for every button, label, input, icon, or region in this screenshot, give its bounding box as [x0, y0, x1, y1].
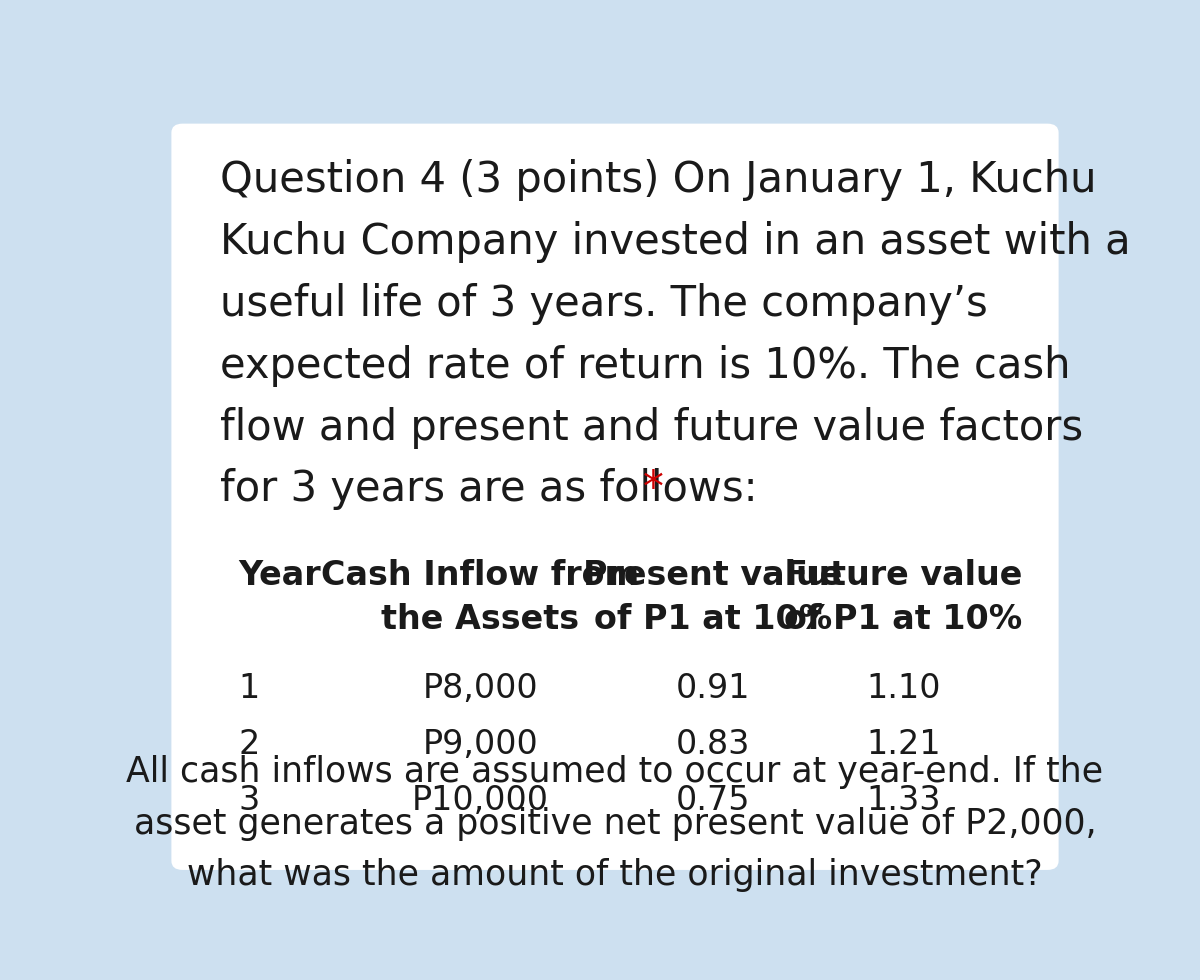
Text: 3: 3 — [239, 784, 259, 817]
Text: 1: 1 — [239, 672, 259, 706]
Text: 0.83: 0.83 — [676, 728, 750, 761]
Text: P9,000: P9,000 — [422, 728, 538, 761]
Text: Year: Year — [239, 559, 320, 592]
Text: of P1 at 10%: of P1 at 10% — [785, 603, 1022, 636]
Text: flow and present and future value factors: flow and present and future value factor… — [220, 407, 1082, 449]
Text: Kuchu Company invested in an asset with a: Kuchu Company invested in an asset with … — [220, 220, 1130, 263]
Text: P10,000: P10,000 — [412, 784, 548, 817]
Text: Cash Inflow from: Cash Inflow from — [322, 559, 640, 592]
Text: 2: 2 — [239, 728, 259, 761]
Text: Question 4 (3 points) On January 1, Kuchu: Question 4 (3 points) On January 1, Kuch… — [220, 159, 1097, 201]
Text: Present value: Present value — [583, 559, 842, 592]
Text: expected rate of return is 10%. The cash: expected rate of return is 10%. The cash — [220, 345, 1070, 387]
FancyBboxPatch shape — [172, 123, 1058, 870]
Text: Future value: Future value — [785, 559, 1022, 592]
Text: asset generates a positive net present value of P2,000,: asset generates a positive net present v… — [133, 807, 1097, 841]
Text: 0.75: 0.75 — [676, 784, 750, 817]
Text: 0.91: 0.91 — [676, 672, 750, 706]
Text: P8,000: P8,000 — [422, 672, 538, 706]
Text: for 3 years are as follows:: for 3 years are as follows: — [220, 468, 757, 511]
Text: 1.33: 1.33 — [866, 784, 941, 817]
Text: 1.21: 1.21 — [866, 728, 941, 761]
Text: the Assets: the Assets — [382, 603, 580, 636]
Text: of P1 at 10%: of P1 at 10% — [594, 603, 832, 636]
Text: *: * — [643, 468, 664, 511]
Text: 1.10: 1.10 — [866, 672, 941, 706]
Text: All cash inflows are assumed to occur at year-end. If the: All cash inflows are assumed to occur at… — [126, 756, 1104, 789]
Text: useful life of 3 years. The company’s: useful life of 3 years. The company’s — [220, 283, 988, 324]
Text: what was the amount of the original investment?: what was the amount of the original inve… — [187, 858, 1043, 892]
